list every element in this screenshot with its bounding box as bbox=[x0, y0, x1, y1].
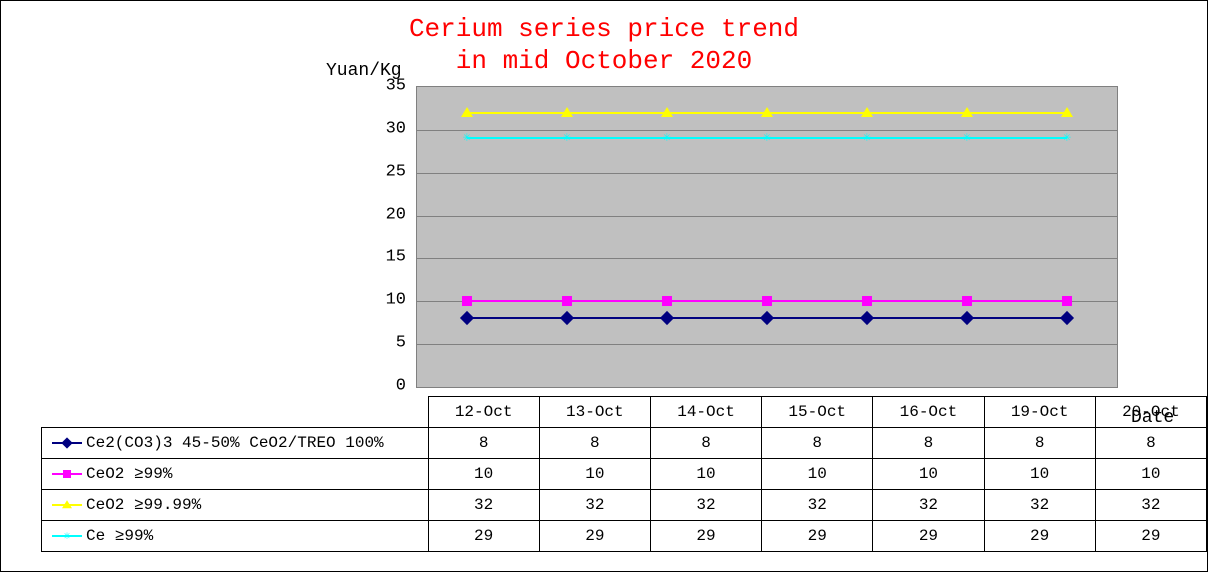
table-data-cell: 32 bbox=[762, 490, 873, 521]
legend-marker-icon bbox=[52, 468, 82, 480]
table-header-cell: 15-Oct bbox=[762, 397, 873, 428]
table-data-cell: 10 bbox=[762, 459, 873, 490]
data-marker bbox=[661, 107, 673, 117]
legend-cell: ✳ Ce ≥99% bbox=[42, 521, 429, 552]
table-row: CeO2 ≥99.99%32323232323232 bbox=[42, 490, 1207, 521]
table-data-cell: 32 bbox=[1095, 490, 1206, 521]
table-data-cell: 10 bbox=[873, 459, 984, 490]
table-data-cell: 29 bbox=[984, 521, 1095, 552]
table-data-cell: 29 bbox=[650, 521, 761, 552]
table-header-cell: 14-Oct bbox=[650, 397, 761, 428]
y-tick-label: 5 bbox=[326, 334, 406, 353]
y-tick-label: 30 bbox=[326, 119, 406, 138]
table-data-cell: 32 bbox=[650, 490, 761, 521]
gridline bbox=[417, 216, 1117, 217]
data-marker bbox=[1060, 311, 1074, 325]
data-marker bbox=[861, 107, 873, 117]
legend-label: CeO2 ≥99% bbox=[86, 465, 172, 483]
table-data-cell: 8 bbox=[1095, 428, 1206, 459]
data-marker bbox=[1061, 107, 1073, 117]
data-marker: ✳ bbox=[763, 131, 771, 145]
data-table: 12-Oct13-Oct14-Oct15-Oct16-Oct19-Oct20-O… bbox=[41, 396, 1207, 552]
table-data-cell: 8 bbox=[650, 428, 761, 459]
table-row: CeO2 ≥99%10101010101010 bbox=[42, 459, 1207, 490]
title-line-1: Cerium series price trend bbox=[409, 14, 799, 44]
data-marker: ✳ bbox=[963, 131, 971, 145]
data-marker: ✳ bbox=[563, 131, 571, 145]
data-marker: ✳ bbox=[463, 131, 471, 145]
data-marker bbox=[462, 296, 472, 306]
table-data-cell: 10 bbox=[984, 459, 1095, 490]
data-marker bbox=[761, 107, 773, 117]
y-tick-label: 10 bbox=[326, 291, 406, 310]
gridline bbox=[417, 344, 1117, 345]
table-data-cell: 10 bbox=[650, 459, 761, 490]
legend-cell: CeO2 ≥99.99% bbox=[42, 490, 429, 521]
table-header-cell: 19-Oct bbox=[984, 397, 1095, 428]
data-marker bbox=[562, 296, 572, 306]
data-marker bbox=[460, 311, 474, 325]
table-data-cell: 32 bbox=[428, 490, 539, 521]
table-data-cell: 10 bbox=[539, 459, 650, 490]
legend-cell: Ce2(CO3)3 45-50% CeO2/TREO 100% bbox=[42, 428, 429, 459]
chart-title: Cerium series price trend in mid October… bbox=[1, 13, 1207, 77]
legend-cell: CeO2 ≥99% bbox=[42, 459, 429, 490]
legend-marker-icon: ✳ bbox=[52, 530, 82, 542]
data-marker: ✳ bbox=[663, 131, 671, 145]
data-marker bbox=[860, 311, 874, 325]
table-data-cell: 29 bbox=[539, 521, 650, 552]
title-line-2: in mid October 2020 bbox=[456, 46, 752, 76]
table-data-cell: 29 bbox=[428, 521, 539, 552]
y-tick-label: 15 bbox=[326, 248, 406, 267]
data-marker bbox=[1062, 296, 1072, 306]
data-marker bbox=[662, 296, 672, 306]
table-row: Ce2(CO3)3 45-50% CeO2/TREO 100%8888888 bbox=[42, 428, 1207, 459]
table-data-cell: 29 bbox=[873, 521, 984, 552]
data-marker bbox=[461, 107, 473, 117]
data-marker bbox=[760, 311, 774, 325]
table-data-cell: 32 bbox=[984, 490, 1095, 521]
data-marker bbox=[962, 296, 972, 306]
table-data-cell: 8 bbox=[762, 428, 873, 459]
data-marker bbox=[762, 296, 772, 306]
table-data-cell: 32 bbox=[539, 490, 650, 521]
table-header-cell: 16-Oct bbox=[873, 397, 984, 428]
legend-marker-icon bbox=[52, 499, 82, 511]
chart-container: Cerium series price trend in mid October… bbox=[0, 0, 1208, 572]
table-header-cell: 12-Oct bbox=[428, 397, 539, 428]
data-marker bbox=[561, 107, 573, 117]
table-data-cell: 8 bbox=[539, 428, 650, 459]
plot-area: ✳ ✳ ✳ ✳ ✳ ✳ ✳ bbox=[416, 86, 1118, 388]
gridline bbox=[417, 258, 1117, 259]
legend-marker-icon bbox=[52, 437, 82, 449]
legend-label: Ce2(CO3)3 45-50% CeO2/TREO 100% bbox=[86, 434, 384, 452]
legend-label: CeO2 ≥99.99% bbox=[86, 496, 201, 514]
table-header-cell: 13-Oct bbox=[539, 397, 650, 428]
table-data-cell: 8 bbox=[873, 428, 984, 459]
data-marker: ✳ bbox=[863, 131, 871, 145]
table-header-cell: 20-Oct bbox=[1095, 397, 1206, 428]
data-marker bbox=[960, 311, 974, 325]
table-blank-cell bbox=[42, 397, 429, 428]
data-marker bbox=[660, 311, 674, 325]
y-tick-label: 20 bbox=[326, 205, 406, 224]
gridline bbox=[417, 173, 1117, 174]
table-data-cell: 32 bbox=[873, 490, 984, 521]
table-row: ✳Ce ≥99%29292929292929 bbox=[42, 521, 1207, 552]
data-marker bbox=[862, 296, 872, 306]
table-data-cell: 8 bbox=[984, 428, 1095, 459]
y-tick-label: 35 bbox=[326, 77, 406, 96]
table-data-cell: 29 bbox=[762, 521, 873, 552]
table-data-cell: 29 bbox=[1095, 521, 1206, 552]
legend-label: Ce ≥99% bbox=[86, 527, 153, 545]
table-data-cell: 10 bbox=[1095, 459, 1206, 490]
table-data-cell: 10 bbox=[428, 459, 539, 490]
data-marker bbox=[560, 311, 574, 325]
y-tick-label: 0 bbox=[326, 377, 406, 396]
y-tick-label: 25 bbox=[326, 162, 406, 181]
data-marker: ✳ bbox=[1063, 131, 1071, 145]
table-data-cell: 8 bbox=[428, 428, 539, 459]
data-marker bbox=[961, 107, 973, 117]
